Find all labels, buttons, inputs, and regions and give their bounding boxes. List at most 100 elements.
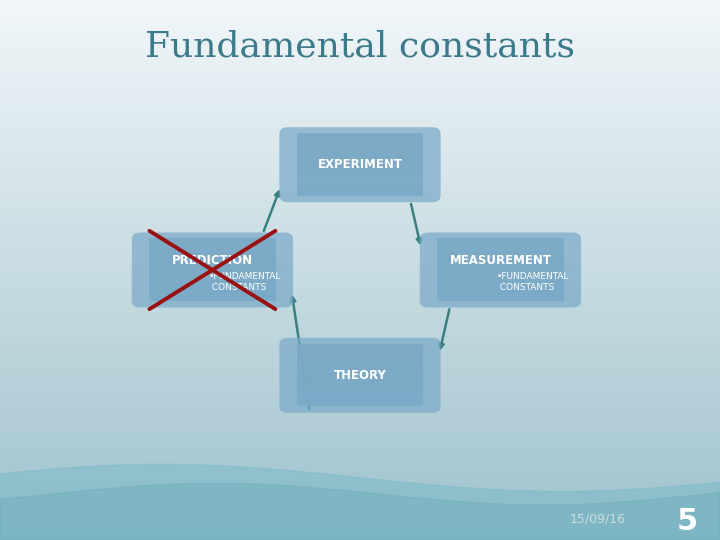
Text: •FUNDAMENTAL
 CONSTANTS: •FUNDAMENTAL CONSTANTS	[209, 272, 282, 292]
FancyBboxPatch shape	[437, 242, 564, 245]
FancyBboxPatch shape	[437, 274, 564, 276]
FancyBboxPatch shape	[297, 387, 423, 390]
FancyBboxPatch shape	[297, 395, 423, 398]
Text: Fundamental constants: Fundamental constants	[145, 30, 575, 64]
FancyBboxPatch shape	[437, 275, 564, 278]
FancyBboxPatch shape	[437, 239, 564, 241]
FancyBboxPatch shape	[437, 240, 564, 243]
FancyBboxPatch shape	[297, 144, 423, 146]
FancyBboxPatch shape	[297, 402, 423, 404]
FancyBboxPatch shape	[149, 275, 276, 278]
FancyBboxPatch shape	[437, 282, 564, 285]
FancyBboxPatch shape	[437, 251, 564, 253]
FancyBboxPatch shape	[297, 158, 423, 160]
FancyBboxPatch shape	[297, 152, 423, 154]
FancyBboxPatch shape	[149, 253, 276, 255]
FancyBboxPatch shape	[437, 257, 564, 260]
FancyBboxPatch shape	[297, 358, 423, 361]
FancyBboxPatch shape	[297, 147, 423, 150]
FancyBboxPatch shape	[297, 135, 423, 138]
FancyBboxPatch shape	[297, 367, 423, 369]
FancyBboxPatch shape	[297, 168, 423, 171]
FancyBboxPatch shape	[279, 338, 441, 413]
FancyBboxPatch shape	[437, 267, 564, 270]
FancyBboxPatch shape	[297, 172, 423, 175]
FancyBboxPatch shape	[149, 247, 276, 249]
FancyBboxPatch shape	[279, 127, 441, 202]
FancyBboxPatch shape	[297, 162, 423, 165]
FancyBboxPatch shape	[297, 364, 423, 367]
FancyBboxPatch shape	[297, 400, 423, 402]
FancyBboxPatch shape	[297, 381, 423, 383]
FancyBboxPatch shape	[149, 240, 276, 243]
FancyBboxPatch shape	[437, 249, 564, 252]
FancyBboxPatch shape	[297, 189, 423, 192]
Text: 15/09/16: 15/09/16	[570, 513, 626, 526]
FancyBboxPatch shape	[297, 160, 423, 163]
FancyBboxPatch shape	[297, 177, 423, 179]
FancyBboxPatch shape	[437, 245, 564, 247]
FancyBboxPatch shape	[297, 348, 423, 350]
FancyBboxPatch shape	[149, 282, 276, 285]
FancyBboxPatch shape	[149, 294, 276, 297]
FancyBboxPatch shape	[297, 187, 423, 190]
FancyBboxPatch shape	[297, 389, 423, 392]
FancyBboxPatch shape	[437, 284, 564, 287]
FancyBboxPatch shape	[297, 368, 423, 371]
FancyBboxPatch shape	[149, 263, 276, 266]
FancyBboxPatch shape	[149, 286, 276, 288]
FancyBboxPatch shape	[297, 145, 423, 148]
FancyBboxPatch shape	[297, 360, 423, 363]
FancyBboxPatch shape	[297, 139, 423, 142]
FancyBboxPatch shape	[297, 164, 423, 167]
FancyBboxPatch shape	[437, 247, 564, 249]
FancyBboxPatch shape	[437, 269, 564, 272]
FancyBboxPatch shape	[297, 191, 423, 194]
FancyBboxPatch shape	[297, 352, 423, 355]
FancyBboxPatch shape	[437, 288, 564, 291]
FancyBboxPatch shape	[149, 269, 276, 272]
Text: MEASUREMENT: MEASUREMENT	[449, 254, 552, 267]
FancyBboxPatch shape	[297, 375, 423, 377]
FancyBboxPatch shape	[149, 280, 276, 282]
FancyBboxPatch shape	[437, 265, 564, 268]
Text: PREDICTION: PREDICTION	[172, 254, 253, 267]
FancyBboxPatch shape	[420, 232, 581, 308]
FancyBboxPatch shape	[297, 383, 423, 386]
FancyBboxPatch shape	[437, 259, 564, 262]
FancyBboxPatch shape	[149, 265, 276, 268]
FancyBboxPatch shape	[297, 141, 423, 144]
FancyBboxPatch shape	[297, 133, 423, 136]
Text: THEORY: THEORY	[333, 369, 387, 382]
FancyBboxPatch shape	[297, 362, 423, 365]
FancyBboxPatch shape	[149, 249, 276, 252]
FancyBboxPatch shape	[297, 166, 423, 169]
FancyBboxPatch shape	[149, 272, 276, 274]
FancyBboxPatch shape	[297, 373, 423, 375]
FancyBboxPatch shape	[149, 296, 276, 299]
FancyBboxPatch shape	[149, 299, 276, 301]
FancyBboxPatch shape	[437, 261, 564, 264]
FancyBboxPatch shape	[149, 267, 276, 270]
FancyBboxPatch shape	[437, 278, 564, 280]
FancyBboxPatch shape	[149, 251, 276, 253]
FancyBboxPatch shape	[149, 284, 276, 287]
FancyBboxPatch shape	[297, 377, 423, 380]
FancyBboxPatch shape	[132, 232, 293, 308]
FancyBboxPatch shape	[437, 286, 564, 288]
FancyBboxPatch shape	[149, 245, 276, 247]
FancyBboxPatch shape	[297, 346, 423, 348]
FancyBboxPatch shape	[437, 290, 564, 293]
FancyBboxPatch shape	[297, 370, 423, 373]
FancyBboxPatch shape	[297, 193, 423, 195]
FancyBboxPatch shape	[149, 261, 276, 264]
FancyBboxPatch shape	[437, 253, 564, 255]
FancyBboxPatch shape	[149, 292, 276, 295]
FancyBboxPatch shape	[297, 181, 423, 184]
FancyBboxPatch shape	[437, 296, 564, 299]
FancyBboxPatch shape	[149, 288, 276, 291]
FancyBboxPatch shape	[297, 137, 423, 140]
FancyBboxPatch shape	[297, 343, 423, 346]
FancyBboxPatch shape	[297, 385, 423, 388]
Text: EXPERIMENT: EXPERIMENT	[318, 158, 402, 171]
